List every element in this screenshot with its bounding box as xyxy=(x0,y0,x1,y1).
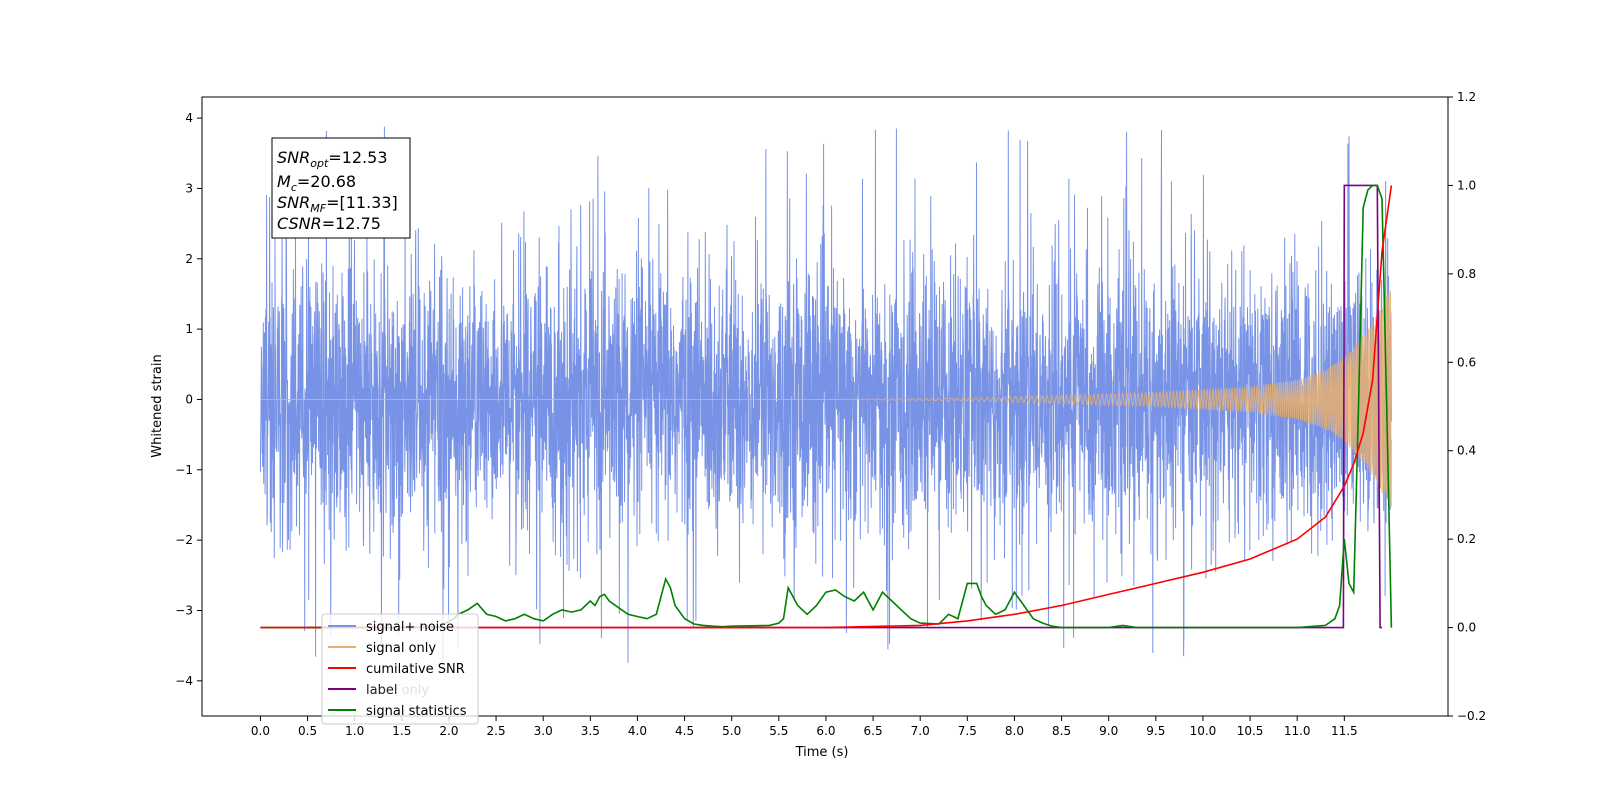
series-signal-only xyxy=(260,290,1392,507)
snr-mf-annotation: SNRMF=[11.33] xyxy=(277,193,398,215)
y2-tick-label: 0.0 xyxy=(1457,621,1476,635)
y-axis-right: −0.2 0.0 0.2 0.4 0.6 0.8 1.0 1.2 xyxy=(1448,90,1486,723)
legend-label-label: label xyxy=(366,683,397,698)
x-tick-label: 6.0 xyxy=(816,724,835,738)
stats-annotation-box: SNRopt=12.53 Mc=20.68 SNRMF=[11.33] CSNR… xyxy=(271,137,411,239)
x-tick-label: 10.5 xyxy=(1237,724,1264,738)
y-tick-label: −2 xyxy=(175,533,193,547)
x-tick-label: 1.0 xyxy=(345,724,364,738)
legend-frame xyxy=(321,613,479,725)
legend-label-cumulative-snr: cumilative SNR xyxy=(366,662,465,677)
x-tick-label: 0.0 xyxy=(251,724,270,738)
y2-tick-label: −0.2 xyxy=(1457,709,1486,723)
x-tick-label: 0.5 xyxy=(298,724,317,738)
x-tick-label: 1.5 xyxy=(392,724,411,738)
y-tick-label: 0 xyxy=(185,392,193,406)
series-cumulative-snr xyxy=(260,185,1393,629)
snr-opt-annotation: SNRopt=12.53 xyxy=(277,148,388,170)
y2-tick-label: 1.0 xyxy=(1457,178,1476,192)
y-tick-label: −1 xyxy=(175,463,193,477)
x-tick-label: 5.0 xyxy=(722,724,741,738)
legend: signal+ noise signal only cumilative SNR… xyxy=(321,613,479,725)
y2-tick-label: 1.2 xyxy=(1457,90,1476,104)
legend-label-signal-noise: signal+ noise xyxy=(366,620,454,635)
legend-label-signal-statistics: signal statistics xyxy=(366,704,467,719)
x-tick-label: 5.5 xyxy=(769,724,788,738)
x-tick-label: 7.0 xyxy=(911,724,930,738)
y-tick-label: 3 xyxy=(185,181,193,195)
y2-tick-label: 0.2 xyxy=(1457,532,1476,546)
x-tick-label: 3.0 xyxy=(534,724,553,738)
y-tick-label: −4 xyxy=(175,674,193,688)
x-tick-label: 11.0 xyxy=(1284,724,1311,738)
y-axis-label: Whitened strain xyxy=(150,354,165,457)
y-tick-label: 4 xyxy=(185,111,193,125)
y-tick-label: 1 xyxy=(185,322,193,336)
chirp-mass-annotation: Mc=20.68 xyxy=(277,172,356,194)
x-tick-label: 4.5 xyxy=(675,724,694,738)
x-tick-label: 7.5 xyxy=(958,724,977,738)
csnr-annotation: CSNR=12.75 xyxy=(277,214,381,233)
x-tick-label: 8.5 xyxy=(1052,724,1071,738)
x-tick-label: 9.5 xyxy=(1146,724,1165,738)
x-axis-label: Time (s) xyxy=(795,745,849,760)
series-signal-statistics xyxy=(260,184,1393,629)
x-tick-label: 9.0 xyxy=(1099,724,1118,738)
y2-tick-label: 0.8 xyxy=(1457,267,1476,281)
x-tick-label: 11.5 xyxy=(1331,724,1358,738)
x-tick-label: 6.5 xyxy=(864,724,883,738)
y-axis-left: −4 −3 −2 −1 0 1 2 3 4 xyxy=(175,111,202,688)
x-tick-label: 8.0 xyxy=(1005,724,1024,738)
plot-frame xyxy=(201,96,1449,717)
x-tick-label: 10.0 xyxy=(1190,724,1217,738)
x-tick-label: 3.5 xyxy=(581,724,600,738)
y-tick-label: −3 xyxy=(175,603,193,617)
x-axis: 0.0 0.5 1.0 1.5 2.0 2.5 3.0 3.5 4.0 4.5 5.0 5.5 6.0 6… xyxy=(251,716,1358,738)
legend-label-signal-only: signal only xyxy=(366,641,436,656)
x-tick-label: 2.5 xyxy=(487,724,506,738)
x-tick-label: 2.0 xyxy=(439,724,458,738)
y2-tick-label: 0.4 xyxy=(1457,444,1476,458)
series-layer xyxy=(259,126,1393,663)
series-signal-noise xyxy=(259,126,1392,663)
y2-tick-label: 0.6 xyxy=(1457,355,1476,369)
x-tick-label: 4.0 xyxy=(628,724,647,738)
legend-label-label-only: label only xyxy=(366,683,429,698)
y-tick-label: 2 xyxy=(185,252,193,266)
